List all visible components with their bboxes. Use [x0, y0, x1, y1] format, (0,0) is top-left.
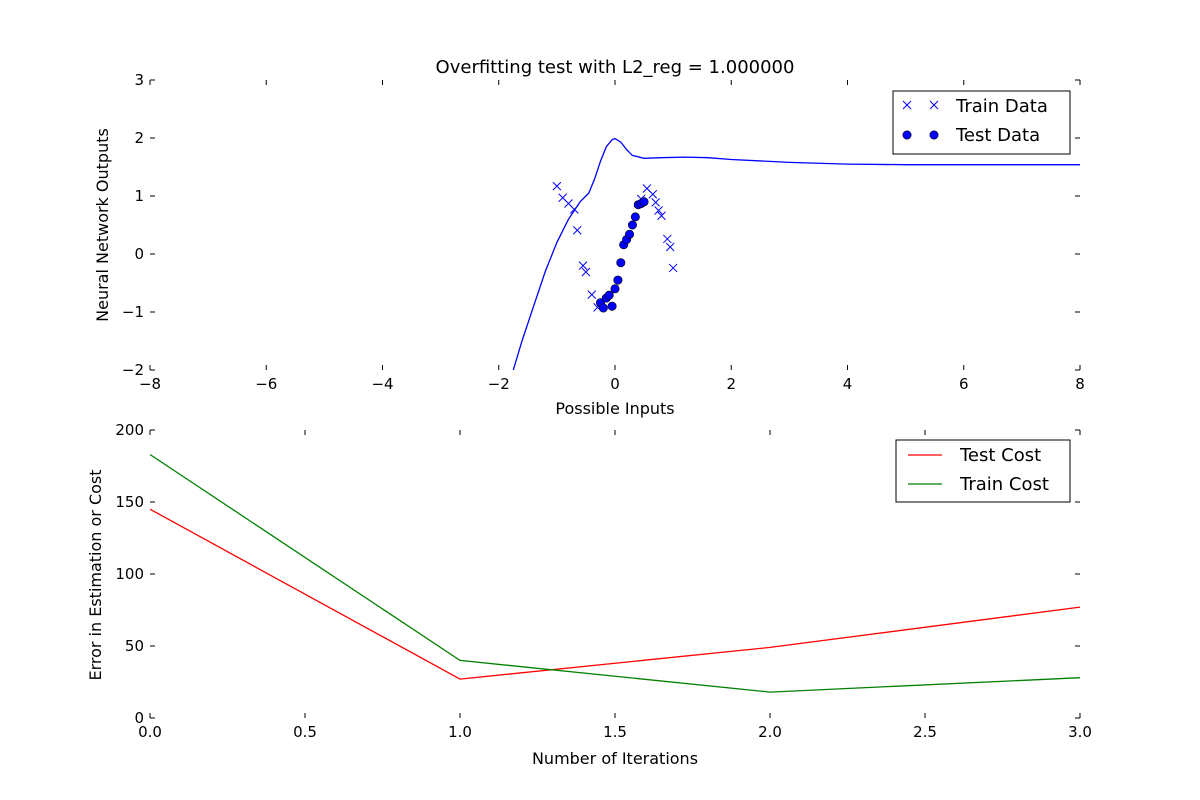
train-marker-stroke	[654, 206, 663, 215]
test-data-point	[604, 290, 614, 300]
top-xtick-label: 6	[959, 375, 969, 393]
bottom-ytick-label: 50	[125, 637, 144, 655]
test-data-point	[627, 220, 637, 230]
train-marker-stroke	[657, 211, 666, 221]
train-marker-stroke	[642, 184, 652, 193]
train-data-point	[657, 211, 666, 221]
train-data-point	[662, 234, 672, 244]
top-legend-symbols	[902, 100, 939, 140]
train-marker-stroke	[587, 290, 597, 299]
test-data-point	[630, 212, 640, 222]
bottom-xtick-label: 0.5	[293, 723, 317, 741]
train-cost-line	[149, 453, 1081, 693]
legend-marker-stroke	[929, 100, 939, 110]
train-marker-stroke	[662, 234, 672, 244]
test-data-point	[616, 258, 626, 268]
test-data-point	[607, 301, 617, 311]
top-xtick-label: 4	[843, 375, 853, 393]
test-cost-line	[149, 508, 1081, 680]
bottom-chart-y-axis-label: Error in Estimation or Cost	[86, 469, 105, 680]
train-marker-stroke	[648, 189, 658, 199]
test-data-point	[610, 284, 620, 294]
train-marker-stroke	[552, 181, 562, 191]
bottom-xtick-label: 3.0	[1068, 723, 1092, 741]
train-marker-stroke	[578, 261, 588, 270]
train-data-point	[651, 198, 661, 207]
top-ytick-label: 1	[134, 187, 144, 205]
top-chart: Overfitting test with L2_reg = 1.000000 …	[93, 57, 1085, 418]
top-ytick-label: −1	[122, 303, 144, 321]
top-xtick-label: 2	[726, 375, 736, 393]
bottom-xtick-label: 1.5	[603, 723, 627, 741]
test-data-point	[639, 197, 649, 207]
top-xtick-label: −4	[371, 375, 393, 393]
train-marker-stroke	[572, 225, 582, 235]
top-ytick-label: 3	[134, 71, 144, 89]
top-ytick-label: 2	[134, 129, 144, 147]
top-chart-tick-labels: −8 −6 −4 −2 0 2 4 6 8 −2 −1 0 1 2 3	[122, 71, 1085, 393]
top-chart-title: Overfitting test with L2_reg = 1.000000	[436, 57, 795, 78]
bottom-chart-tick-labels: 0.0 0.5 1.0 1.5 2.0 2.5 3.0 0 50 100 150 200	[115, 421, 1092, 741]
train-data-point	[587, 290, 597, 299]
train-marker-stroke	[668, 263, 678, 273]
top-xtick-label: −8	[139, 375, 161, 393]
top-chart-y-axis-label: Neural Network Outputs	[93, 128, 112, 322]
top-chart-ticks	[149, 79, 1081, 371]
top-xtick-label: −2	[488, 375, 510, 393]
top-legend-test-label: Test Data	[955, 125, 1040, 146]
bottom-legend-train-cost-label: Train Cost	[959, 474, 1049, 495]
bottom-ytick-label: 150	[115, 493, 144, 511]
top-xtick-label: −6	[255, 375, 277, 393]
train-data-point	[648, 189, 658, 199]
train-data-point	[552, 181, 562, 191]
top-legend-test-marker	[929, 130, 939, 140]
train-marker-stroke	[569, 204, 579, 214]
top-xtick-label: 0	[610, 375, 620, 393]
legend-marker-stroke	[902, 100, 912, 110]
bottom-chart-ticks	[149, 429, 1081, 719]
test-data-point	[613, 275, 623, 285]
top-ytick-label: 0	[134, 245, 144, 263]
bottom-xtick-label: 2.0	[758, 723, 782, 741]
train-data-point	[572, 225, 582, 235]
bottom-legend-symbols	[908, 454, 942, 485]
bottom-legend-test-cost-label: Test Cost	[959, 445, 1041, 466]
train-data-point	[668, 263, 678, 273]
train-marker-stroke	[651, 198, 661, 207]
top-legend-box	[892, 90, 1071, 155]
train-marker-stroke	[665, 242, 675, 252]
train-data-point	[569, 204, 579, 214]
train-marker-stroke	[581, 267, 591, 277]
bottom-chart-plot-area	[149, 453, 1081, 693]
bottom-chart-x-axis-label: Number of Iterations	[532, 749, 698, 768]
bottom-ytick-label: 0	[134, 709, 144, 727]
top-legend-train-label: Train Data	[955, 96, 1048, 117]
train-data-point	[578, 261, 588, 270]
train-marker-stroke	[564, 199, 573, 208]
bottom-legend-box	[895, 439, 1071, 503]
bottom-xtick-label: 1.0	[448, 723, 472, 741]
bottom-ytick-label: 100	[115, 565, 144, 583]
bottom-chart: 0.0 0.5 1.0 1.5 2.0 2.5 3.0 0 50 100 150 200 Number…	[86, 421, 1092, 768]
model-output-line	[512, 137, 1080, 370]
top-chart-plot-area	[512, 137, 1080, 370]
top-chart-legend: Train Data Test Data	[892, 90, 1071, 155]
bottom-ytick-label: 200	[115, 421, 144, 439]
top-xtick-label: 8	[1075, 375, 1085, 393]
top-legend-test-marker	[902, 130, 912, 140]
top-legend-train-marker	[929, 100, 939, 110]
bottom-xtick-label: 0.0	[138, 723, 162, 741]
train-data-point	[581, 267, 591, 277]
bottom-xtick-label: 2.5	[913, 723, 937, 741]
bottom-chart-legend: Test Cost Train Cost	[895, 439, 1071, 503]
train-data-point	[665, 242, 675, 252]
test-data-point	[625, 229, 635, 239]
train-marker-stroke	[558, 193, 568, 203]
top-chart-x-axis-label: Possible Inputs	[555, 399, 674, 418]
test-data-point	[598, 303, 608, 313]
top-legend-train-marker	[902, 100, 912, 110]
top-ytick-label: −2	[122, 361, 144, 379]
train-data-point	[654, 206, 663, 215]
